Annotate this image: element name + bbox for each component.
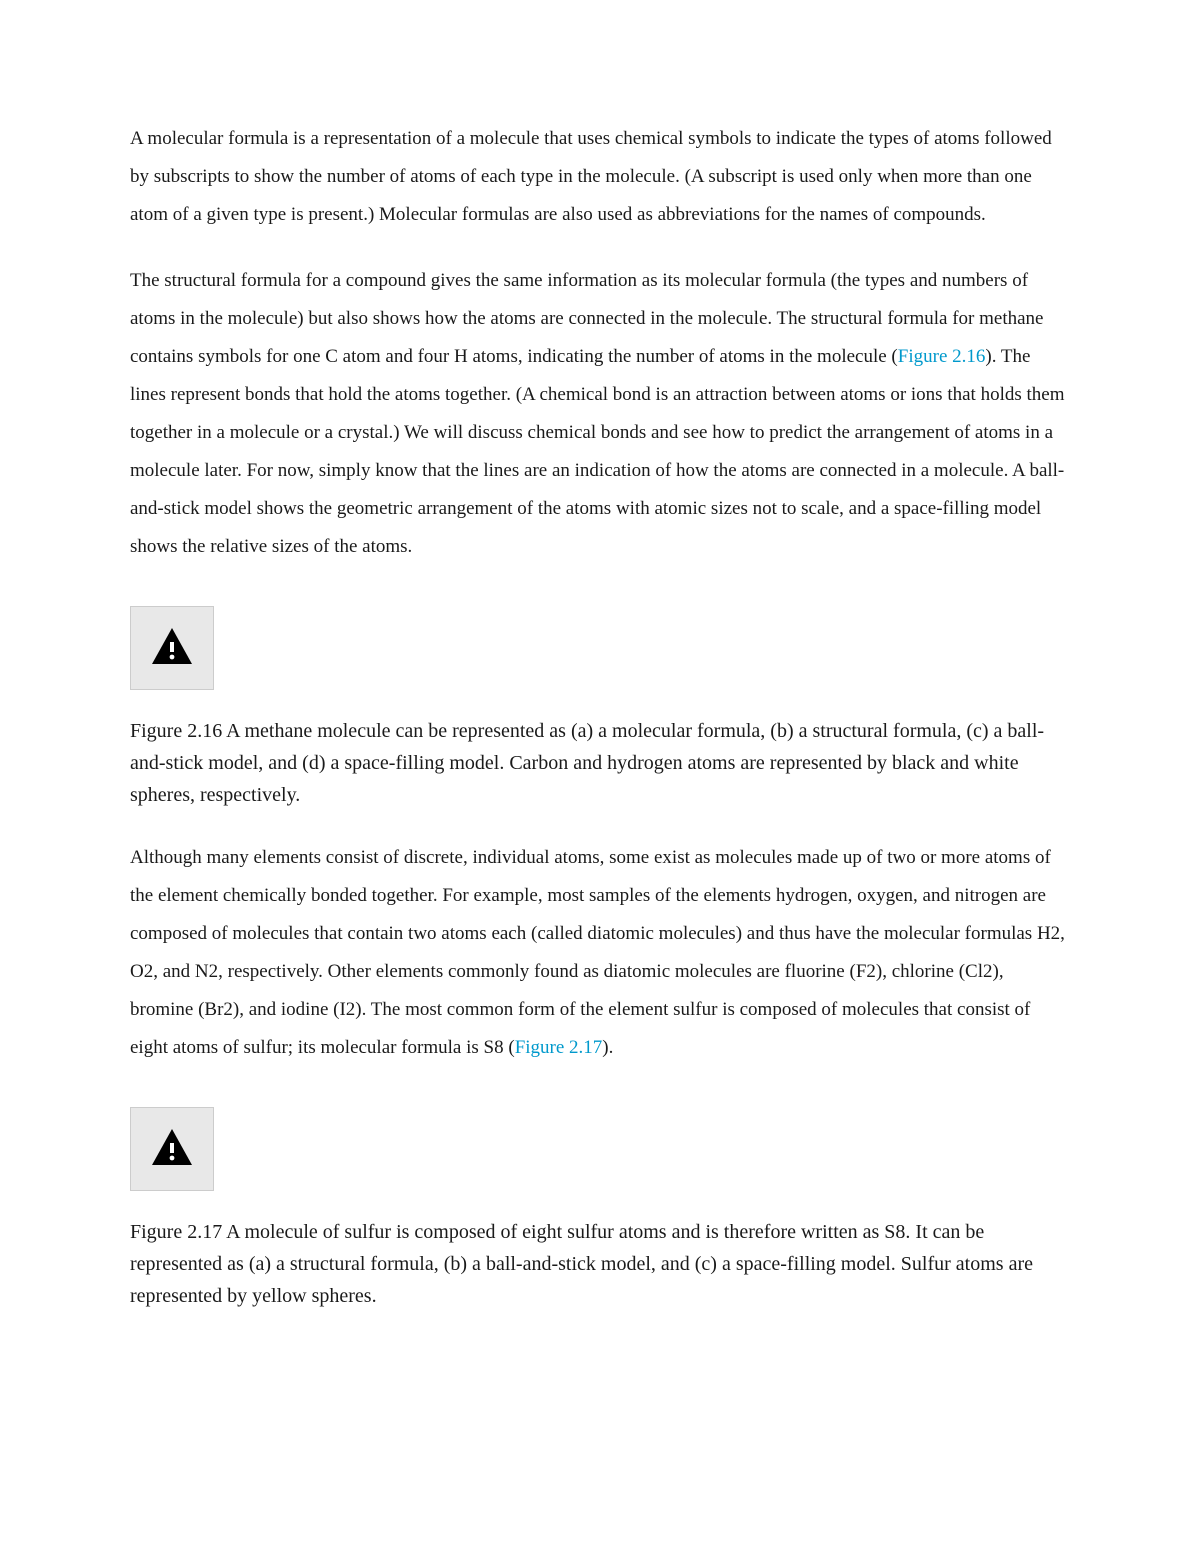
figure-2-16-placeholder — [130, 606, 214, 690]
figure-2-17-placeholder — [130, 1107, 214, 1191]
figure-2-16-link[interactable]: Figure 2.16 — [898, 346, 986, 367]
paragraph-3: Although many elements consist of discre… — [130, 839, 1070, 1067]
figure-2-17-link[interactable]: Figure 2.17 — [515, 1037, 603, 1058]
paragraph-2: The structural formula for a compound gi… — [130, 262, 1070, 566]
figure-2-17-caption: Figure 2.17 A molecule of sulfur is comp… — [130, 1216, 1070, 1312]
paragraph-3-text-b: ). — [602, 1037, 613, 1058]
paragraph-1: A molecular formula is a representation … — [130, 120, 1070, 234]
paragraph-2-text-b: ). The lines represent bonds that hold t… — [130, 346, 1064, 557]
figure-2-16-caption: Figure 2.16 A methane molecule can be re… — [130, 715, 1070, 811]
warning-icon — [148, 1125, 196, 1173]
paragraph-3-text-a: Although many elements consist of discre… — [130, 847, 1065, 1058]
warning-icon — [148, 624, 196, 672]
